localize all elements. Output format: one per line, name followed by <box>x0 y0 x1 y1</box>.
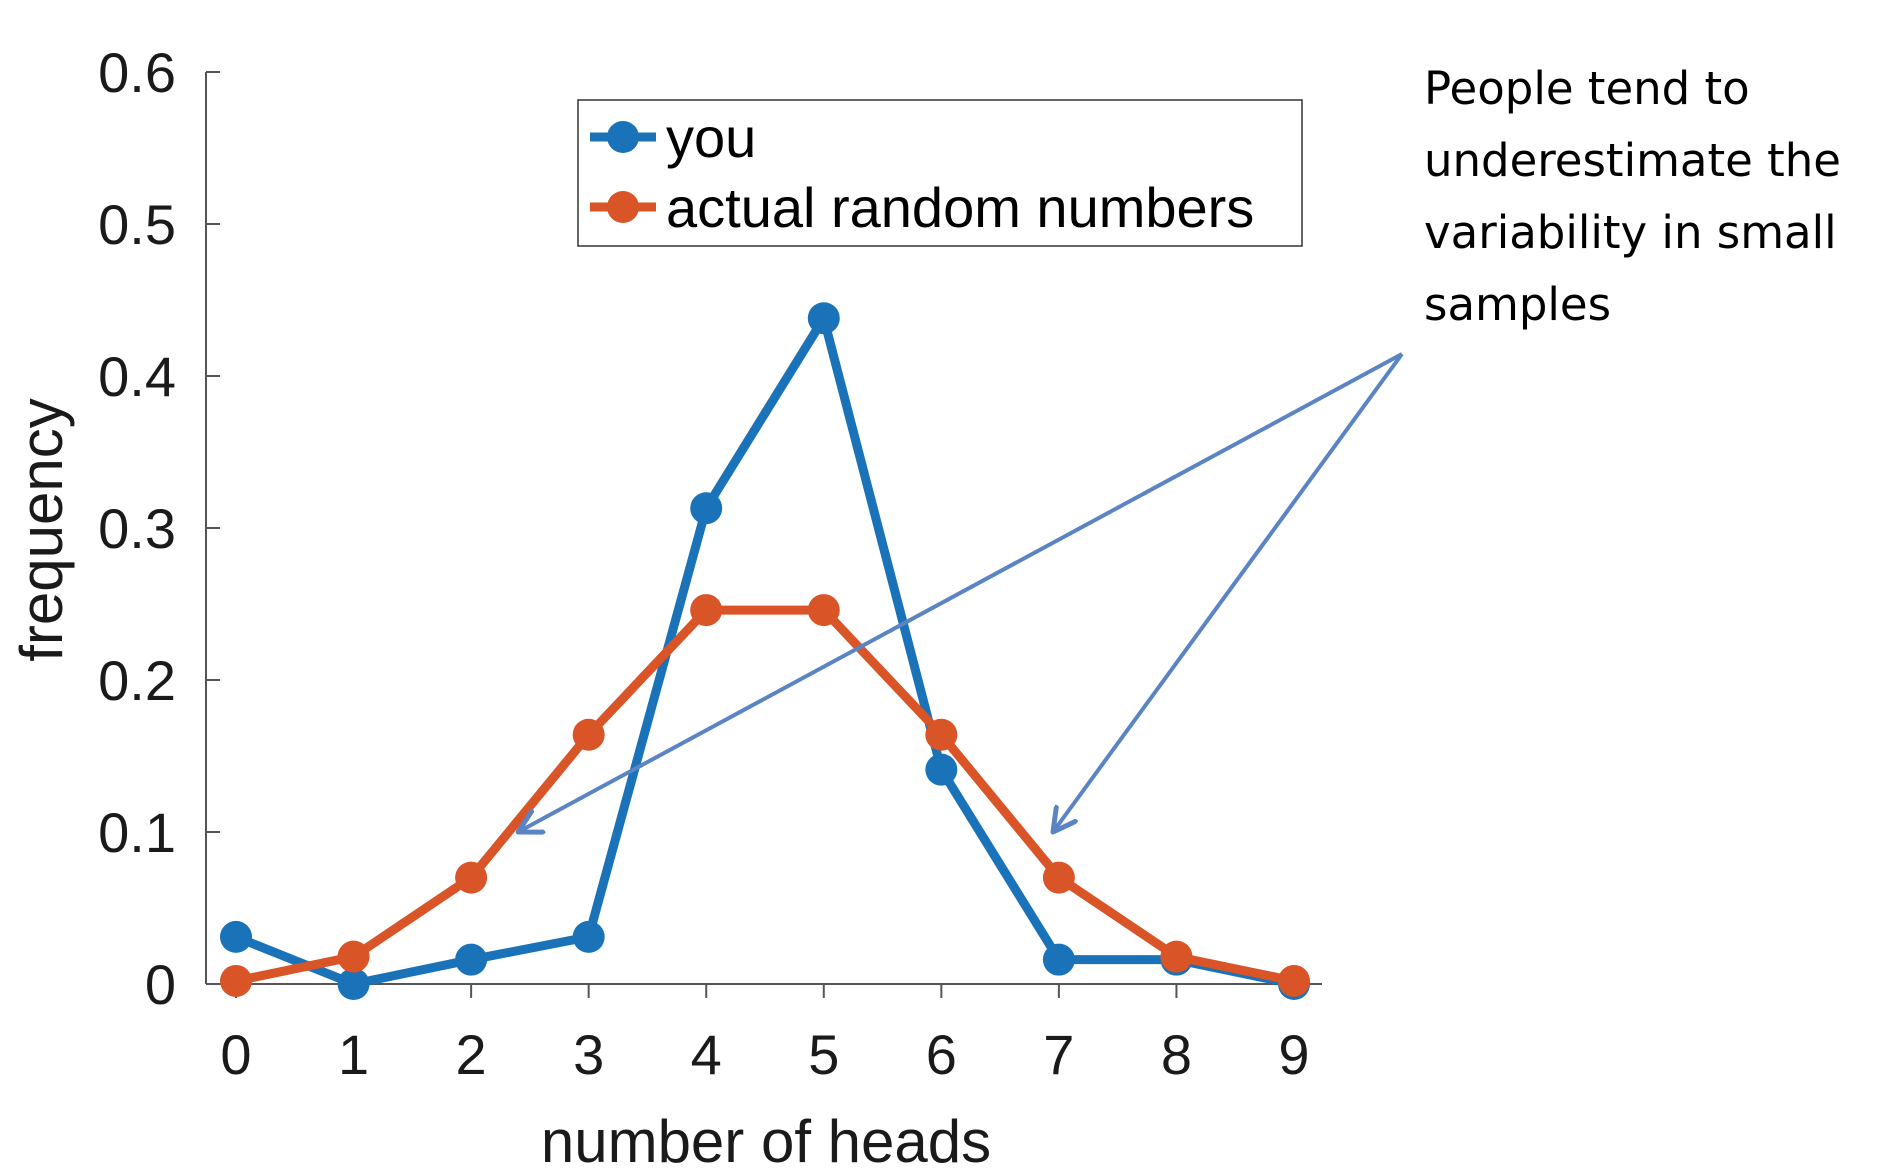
annotation: People tend to underestimate the variabi… <box>518 62 1841 832</box>
x-tick-label: 2 <box>456 1023 487 1086</box>
y-tick-label: 0.5 <box>98 193 176 256</box>
legend-label-you: you <box>666 106 756 169</box>
legend-marker-you <box>607 121 639 153</box>
y-tick-label: 0 <box>145 953 176 1016</box>
x-tick-label: 4 <box>691 1023 722 1086</box>
x-ticks: 0 1 2 3 4 5 6 7 8 9 <box>220 984 1310 1086</box>
y-tick-label: 0.4 <box>98 345 176 408</box>
legend-label-actual: actual random numbers <box>666 176 1254 239</box>
x-tick-label: 3 <box>573 1023 604 1086</box>
x-tick-label: 8 <box>1161 1023 1192 1086</box>
legend: you actual random numbers <box>577 99 1303 247</box>
data-point <box>337 968 370 1000</box>
annotation-line-2: underestimate the <box>1424 134 1841 187</box>
legend-item-you: you <box>590 106 756 169</box>
series-you <box>220 302 1310 1000</box>
y-ticks: 0 0.1 0.2 0.3 0.4 0.5 0.6 <box>98 41 220 1016</box>
data-point <box>572 920 605 953</box>
y-axis-title: frequency <box>8 398 75 662</box>
data-point <box>690 594 723 627</box>
data-point <box>807 302 840 335</box>
data-point <box>690 492 723 525</box>
data-point <box>455 943 488 976</box>
x-tick-label: 5 <box>808 1023 839 1086</box>
annotation-arrow-right <box>1053 352 1404 832</box>
series-line <box>231 605 1299 986</box>
data-point <box>572 718 605 751</box>
y-tick-label: 0.3 <box>98 497 176 560</box>
y-tick-label: 0.6 <box>98 41 176 104</box>
legend-item-actual: actual random numbers <box>590 176 1254 239</box>
series-layer <box>220 302 1310 1000</box>
data-point <box>1042 861 1075 894</box>
data-point <box>925 718 958 751</box>
annotation-line-3: variability in small <box>1424 206 1837 259</box>
annotation-line-4: samples <box>1424 278 1611 331</box>
annotation-arrow-left <box>518 352 1403 832</box>
series-line <box>231 313 1299 989</box>
annotation-line-1: People tend to <box>1424 62 1750 115</box>
data-point <box>1278 964 1310 997</box>
x-tick-label: 0 <box>220 1023 251 1086</box>
x-tick-label: 6 <box>926 1023 957 1086</box>
legend-marker-actual <box>607 191 639 223</box>
x-axis-title: number of heads <box>541 1108 991 1174</box>
data-point <box>1160 940 1193 973</box>
data-point <box>220 920 252 953</box>
data-point <box>220 964 252 997</box>
y-tick-label: 0.2 <box>98 649 176 712</box>
data-point <box>337 940 370 973</box>
x-tick-label: 9 <box>1278 1023 1309 1086</box>
legend-box <box>577 99 1303 247</box>
y-tick-label: 0.1 <box>98 801 176 864</box>
series-actual-random-numbers <box>220 594 1310 997</box>
x-tick-label: 1 <box>338 1023 369 1086</box>
x-tick-label: 7 <box>1043 1023 1074 1086</box>
data-point <box>925 753 958 786</box>
data-point <box>1042 943 1075 976</box>
data-point <box>455 861 488 894</box>
data-point <box>807 594 840 627</box>
